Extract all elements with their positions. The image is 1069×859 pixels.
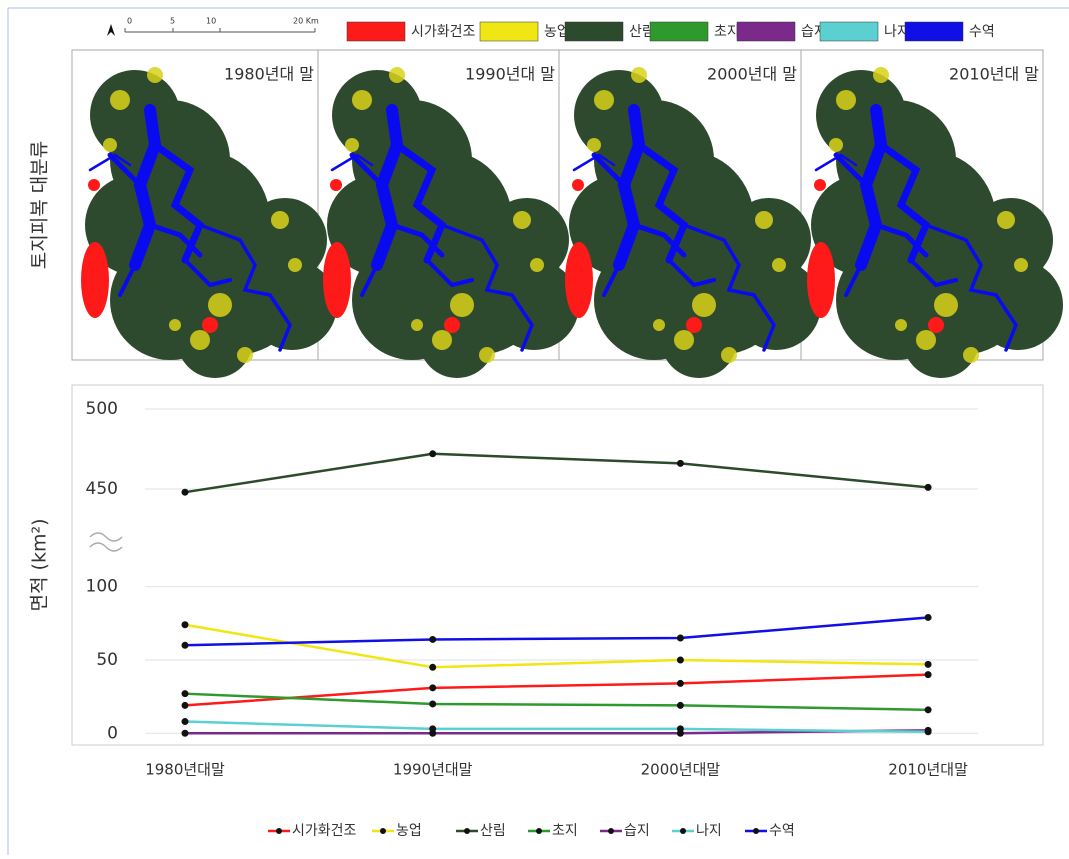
legend-dot <box>536 828 542 834</box>
data-point <box>925 614 932 621</box>
series-line <box>185 625 928 668</box>
data-point <box>429 450 436 457</box>
legend-swatch <box>650 22 708 41</box>
scale-label: 20 Km <box>293 17 319 26</box>
y-tick-label: 500 <box>86 399 118 419</box>
x-tick-label: 2000년대말 <box>641 761 721 779</box>
y-tick-label: 50 <box>96 650 118 670</box>
scale-label: 0 <box>127 17 132 26</box>
data-point <box>182 642 189 649</box>
legend-dot <box>276 828 282 834</box>
series-line <box>185 675 928 706</box>
legend-swatch <box>820 22 878 41</box>
legend-label: 나지 <box>696 823 722 839</box>
legend-label: 수역 <box>769 823 795 839</box>
x-tick-label: 1980년대말 <box>145 761 225 779</box>
panel-label: 2000년대 말 <box>707 65 797 84</box>
map-image <box>81 67 337 378</box>
map-image <box>807 67 1063 378</box>
panel-label: 1980년대 말 <box>224 65 314 84</box>
y-tick-label: 100 <box>86 577 118 597</box>
legend-label: 시가화건조 <box>292 823 357 839</box>
scale-label: 10 <box>206 17 216 26</box>
legend-label: 시가화건조 <box>411 24 476 40</box>
legend-label: 농업 <box>396 823 422 839</box>
x-tick-label: 2010년대말 <box>888 761 968 779</box>
data-point <box>429 725 436 732</box>
data-point <box>182 489 189 496</box>
map-image <box>565 67 821 378</box>
data-point <box>182 730 189 737</box>
series-line <box>185 694 928 710</box>
data-point <box>677 725 684 732</box>
panel-label: 2010년대 말 <box>949 65 1039 84</box>
y-tick-label: 0 <box>107 723 118 743</box>
data-point <box>925 661 932 668</box>
data-point <box>182 718 189 725</box>
data-point <box>429 664 436 671</box>
legend-swatch <box>480 22 538 41</box>
data-point <box>182 690 189 697</box>
scale-bar: 0 5 10 20 Km <box>107 17 319 37</box>
data-point <box>182 702 189 709</box>
data-point <box>925 671 932 678</box>
series-line <box>185 722 928 732</box>
y-tick-label: 450 <box>86 479 118 499</box>
y-axis-label: 면적 (km²) <box>29 519 51 612</box>
legend-dot <box>753 828 759 834</box>
legend-swatch <box>905 22 963 41</box>
data-point <box>677 634 684 641</box>
map-panels: 1980년대 말 1990년대 말 2000년대 말 2010년대 말 <box>72 50 1063 378</box>
legend-label: 초지 <box>552 823 578 839</box>
scale-label: 5 <box>170 17 175 26</box>
x-tick-label: 1990년대말 <box>393 761 473 779</box>
data-point <box>677 656 684 663</box>
figure: 0 5 10 20 Km 토지피복 대분류 1980년대 말 1990년대 말 … <box>0 0 1069 855</box>
data-point <box>677 702 684 709</box>
data-point <box>925 728 932 735</box>
data-point <box>677 460 684 467</box>
legend-swatch <box>347 22 405 41</box>
plot-frame <box>72 385 1043 745</box>
series-line <box>185 617 928 645</box>
legend-swatch <box>565 22 623 41</box>
data-point <box>429 684 436 691</box>
legend-dot <box>464 828 470 834</box>
series-line <box>185 454 928 492</box>
data-point <box>429 700 436 707</box>
axis-break <box>90 533 122 551</box>
legend-swatch <box>737 22 795 41</box>
data-point <box>925 706 932 713</box>
legend-label: 초지 <box>714 24 740 40</box>
legend-label: 산림 <box>480 823 506 839</box>
data-point <box>182 621 189 628</box>
legend-label: 수역 <box>969 24 995 40</box>
legend-dot <box>680 828 686 834</box>
panel-label: 1990년대 말 <box>465 65 555 84</box>
data-point <box>677 680 684 687</box>
data-point <box>429 636 436 643</box>
map-y-label: 토지피복 대분류 <box>29 141 51 269</box>
legend-dot <box>380 828 386 834</box>
legend-label: 습지 <box>624 823 650 839</box>
legend-dot <box>608 828 614 834</box>
data-point <box>925 484 932 491</box>
map-image <box>323 67 579 378</box>
